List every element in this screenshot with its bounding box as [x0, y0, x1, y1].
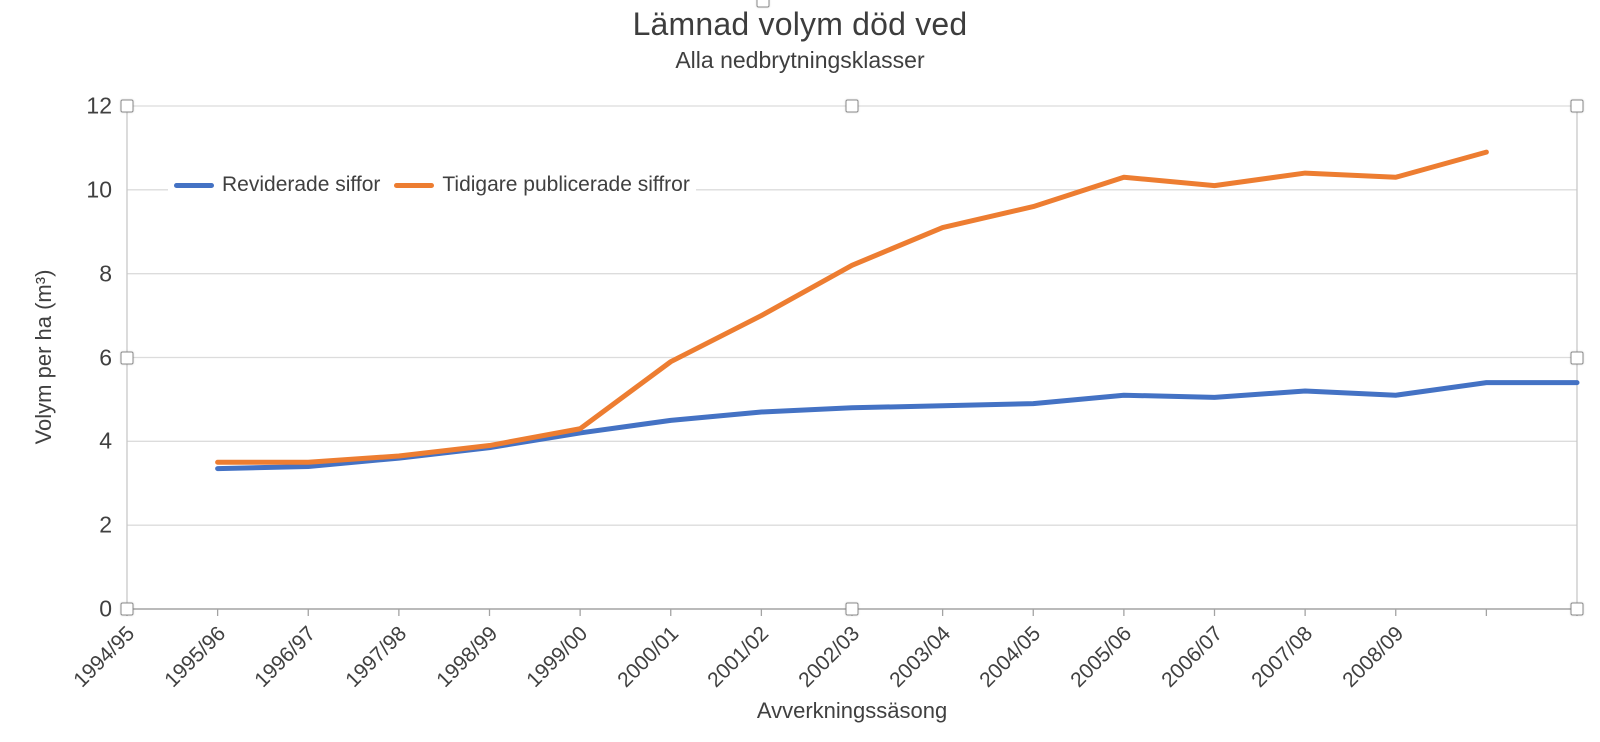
legend-label: Tidigare publicerade siffror	[442, 173, 690, 196]
selection-handle[interactable]	[756, 0, 770, 8]
y-tick-label: 12	[86, 92, 112, 119]
chart-subtitle: Alla nedbrytningsklasser	[675, 47, 925, 73]
y-tick-label: 2	[99, 511, 112, 538]
legend-item-reviderade[interactable]: Reviderade siffor	[174, 173, 380, 197]
series-line-1[interactable]	[215, 149, 1489, 465]
legend-label: Reviderade siffor	[222, 173, 381, 196]
selection-handle[interactable]	[1570, 602, 1584, 616]
legend-item-tidigare[interactable]: Tidigare publicerade siffror	[394, 173, 690, 197]
selection-handle[interactable]	[845, 602, 859, 616]
legend-swatch-blue	[174, 182, 214, 188]
y-tick-label: 0	[99, 595, 112, 622]
legend[interactable]: Reviderade siffor Tidigare publicerade s…	[168, 170, 696, 200]
y-tick-label: 10	[86, 176, 112, 203]
selection-handle[interactable]	[120, 99, 134, 113]
selection-handle[interactable]	[1570, 351, 1584, 364]
legend-swatch-orange	[394, 182, 435, 188]
y-tick-label: 8	[99, 260, 112, 287]
selection-handle[interactable]	[120, 602, 134, 616]
selection-handle[interactable]	[845, 99, 859, 113]
y-tick-label: 6	[99, 344, 112, 370]
chart-title: Lämnad volym död ved	[632, 6, 968, 42]
selection-handle[interactable]	[1570, 99, 1584, 113]
y-tick-label: 4	[99, 427, 112, 454]
x-axis-title: Avverkningssäsong	[756, 698, 948, 723]
selection-handle[interactable]	[120, 351, 134, 364]
